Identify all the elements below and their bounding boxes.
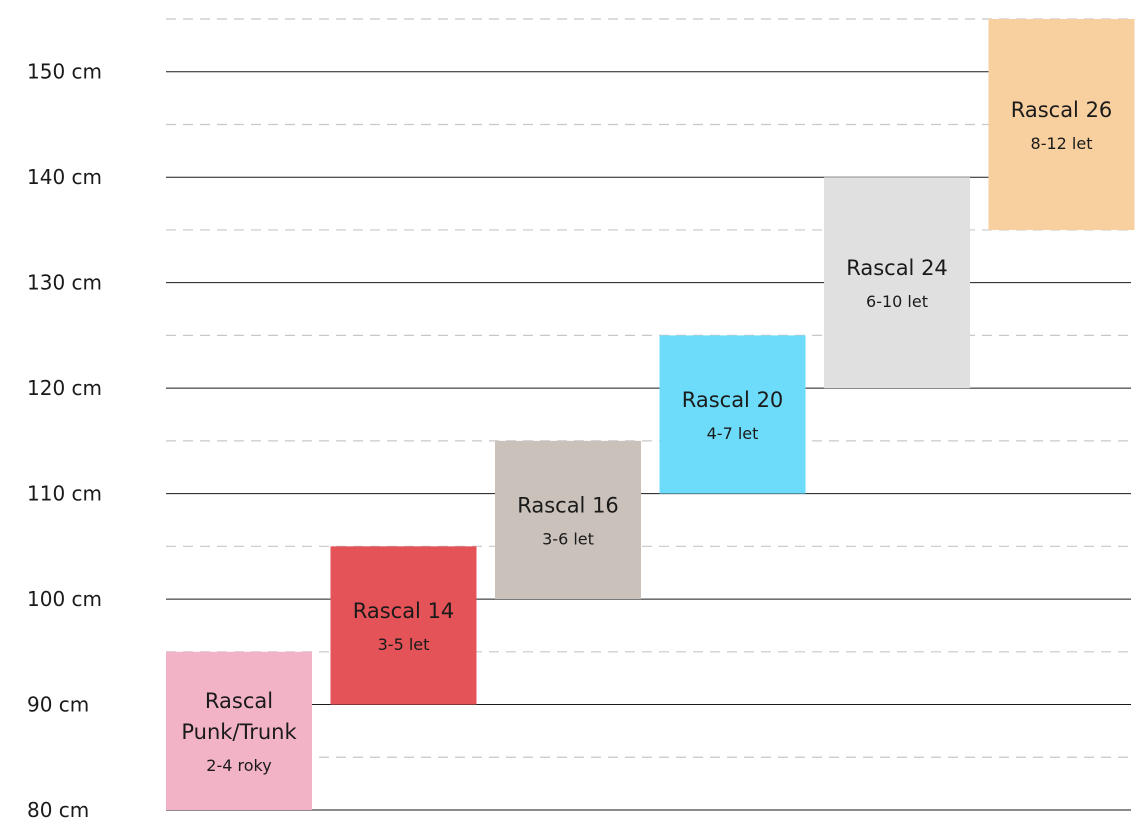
bar-rect [330,546,477,705]
bar-name-label: Rascal 26 [1011,98,1113,122]
bar-name-label: Punk/Trunk [181,720,297,744]
bars-layer: Rascal Punk/Trunk 2-4 roky Rascal 14 3-5 let… [166,19,1135,810]
bar-name-label: Rascal 24 [846,256,948,280]
bar-rascal-20: Rascal 20 4-7 let [659,335,806,494]
bar-age-label: 3-6 let [542,529,594,548]
bar-age-label: 6-10 let [866,292,928,311]
y-tick-label: 100 cm [27,587,102,611]
bar-rect [824,177,970,389]
y-tick-label: 150 cm [27,60,102,84]
bar-name-label: Rascal 16 [517,493,619,517]
bar-age-label: 2-4 roky [206,756,271,775]
y-tick-label: 120 cm [27,376,102,400]
grid-layer [166,18,1131,811]
y-tick-label: 90 cm [27,693,89,717]
y-tick-label: 130 cm [27,271,102,295]
bar-name-label: Rascal [205,689,273,713]
bar-age-label: 3-5 let [378,635,430,654]
bar-age-label: 8-12 let [1031,134,1093,153]
bar-rect [988,19,1135,230]
bar-rascal-26: Rascal 26 8-12 let [988,19,1135,230]
bar-name-label: Rascal 20 [682,388,784,412]
bar-rascal-24: Rascal 24 6-10 let [824,177,970,389]
bar-punk-trunk: Rascal Punk/Trunk 2-4 roky [166,651,312,810]
y-tick-label: 110 cm [27,482,102,506]
bar-age-label: 4-7 let [707,424,759,443]
bar-rect [659,335,806,494]
bar-name-label: Rascal 14 [353,599,455,623]
bar-rascal-16: Rascal 16 3-6 let [495,440,641,600]
bar-rascal-14: Rascal 14 3-5 let [330,546,477,705]
y-tick-label: 140 cm [27,165,102,189]
bar-rect [166,651,312,810]
bar-rect [495,440,641,600]
y-tick-label: 80 cm [27,798,89,822]
y-axis-labels: 80 cm 90 cm 100 cm 110 cm 120 cm 130 cm 140 cm… [27,60,102,822]
